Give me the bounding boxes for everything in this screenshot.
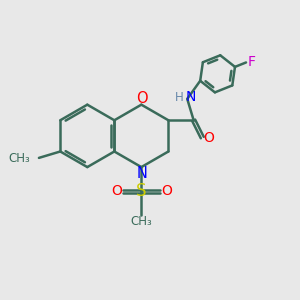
Text: F: F	[248, 56, 256, 70]
Text: CH₃: CH₃	[9, 152, 31, 165]
Text: S: S	[136, 182, 147, 200]
Text: O: O	[161, 184, 172, 199]
Text: CH₃: CH₃	[130, 215, 152, 228]
Text: H: H	[175, 91, 183, 104]
Text: N: N	[136, 166, 147, 181]
Text: O: O	[111, 184, 122, 199]
Text: N: N	[186, 90, 196, 104]
Text: O: O	[136, 91, 148, 106]
Text: O: O	[203, 130, 214, 145]
